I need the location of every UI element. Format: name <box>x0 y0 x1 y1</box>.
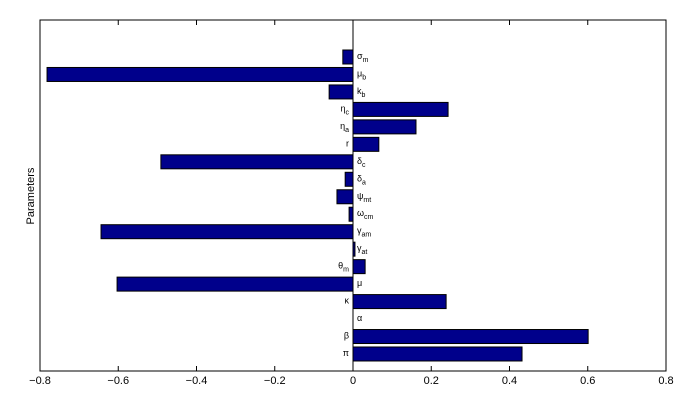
category-label: μb <box>357 69 366 81</box>
category-symbol: κ <box>345 296 350 306</box>
category-label: α <box>357 313 362 323</box>
x-tick-label: −0.2 <box>264 375 286 387</box>
category-subscript: b <box>362 74 366 81</box>
category-label: kb <box>357 86 366 98</box>
category-label: γat <box>357 244 367 256</box>
category-label: κ <box>345 296 350 306</box>
bar <box>342 49 354 65</box>
category-label: ηc <box>340 104 349 116</box>
category-symbol: δ <box>357 174 362 184</box>
category-symbol: γ <box>357 244 362 254</box>
category-symbol: r <box>346 139 349 149</box>
bar <box>344 171 354 187</box>
category-symbol: η <box>340 121 345 131</box>
category-label: π <box>343 348 349 358</box>
x-tick-label: −0.8 <box>29 375 51 387</box>
bar <box>336 189 354 205</box>
bar <box>352 136 380 152</box>
category-label: μ <box>357 278 362 288</box>
bar <box>348 206 354 222</box>
category-subscript: c <box>346 109 350 116</box>
category-subscript: m <box>343 266 349 273</box>
x-tick-label: −0.6 <box>107 375 129 387</box>
category-label: σm <box>357 51 369 63</box>
category-label: β <box>344 331 349 341</box>
category-label: ωcm <box>357 209 374 221</box>
category-label: γam <box>357 226 371 238</box>
x-tick-label: 0.6 <box>580 375 595 387</box>
category-symbol: β <box>344 331 349 341</box>
category-subscript: b <box>362 92 366 99</box>
category-subscript: a <box>345 127 349 134</box>
category-symbol: θ <box>338 261 343 271</box>
category-label: δa <box>357 174 366 186</box>
category-label: r <box>346 139 349 149</box>
category-symbol: α <box>357 313 362 323</box>
category-subscript: c <box>362 162 366 169</box>
bar <box>352 259 366 275</box>
bar <box>46 66 354 82</box>
category-symbol: μ <box>357 69 362 79</box>
bar <box>352 329 589 345</box>
bar <box>352 101 449 117</box>
category-label: ηa <box>340 121 349 133</box>
x-tick-label: 0.2 <box>424 375 439 387</box>
x-tick-label: 0.8 <box>658 375 673 387</box>
category-symbol: ψ <box>357 191 363 201</box>
category-label: θm <box>338 261 349 273</box>
category-symbol: σ <box>357 51 363 61</box>
category-symbol: μ <box>357 278 362 288</box>
category-symbol: γ <box>357 226 362 236</box>
category-subscript: am <box>362 232 372 239</box>
x-tick-label: −0.4 <box>186 375 208 387</box>
bar <box>116 276 354 292</box>
category-label: ψmt <box>357 191 371 203</box>
x-tick-label: 0 <box>350 375 356 387</box>
category-subscript: at <box>362 249 368 256</box>
bar <box>352 119 417 135</box>
category-subscript: mt <box>363 197 371 204</box>
x-tick-label: 0.4 <box>502 375 517 387</box>
category-symbol: π <box>343 348 349 358</box>
category-subscript: cm <box>364 214 374 221</box>
category-symbol: k <box>357 86 362 96</box>
bar <box>160 154 354 170</box>
category-symbol: δ <box>357 156 362 166</box>
bar <box>352 294 447 310</box>
bar <box>352 346 523 362</box>
category-subscript: a <box>362 179 366 186</box>
bar <box>100 224 354 240</box>
bar <box>328 84 354 100</box>
y-axis-label: Parameters <box>25 167 37 224</box>
category-label: δc <box>357 156 366 168</box>
category-subscript: m <box>363 57 369 64</box>
category-symbol: η <box>340 104 345 114</box>
category-symbol: ω <box>357 209 364 219</box>
